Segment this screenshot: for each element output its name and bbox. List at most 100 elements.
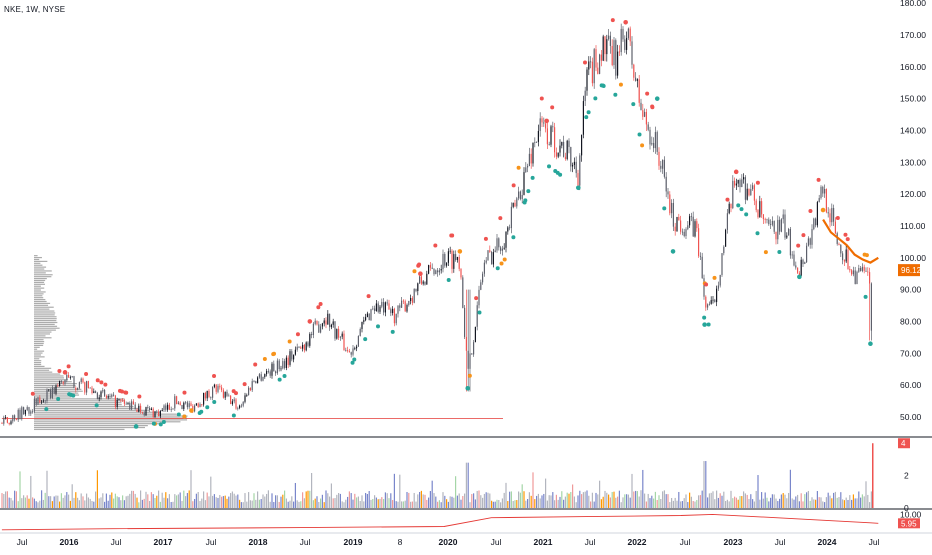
signal-dot-bottom <box>670 249 676 254</box>
candle-body <box>750 189 752 196</box>
signal-dot-top <box>84 371 89 376</box>
candle-body <box>586 69 588 91</box>
volume-bar <box>415 501 417 508</box>
candle-body <box>521 194 523 199</box>
profile-bar <box>34 417 187 419</box>
volume-bar <box>674 497 676 508</box>
candle-body <box>3 417 5 424</box>
candle-body <box>289 351 291 365</box>
candle-body <box>784 214 786 238</box>
volume-bar <box>869 502 871 508</box>
candle-body <box>726 213 728 230</box>
candle-body <box>611 45 613 66</box>
volume-bar <box>368 491 370 508</box>
profile-bar <box>34 276 52 278</box>
signal-dot-top <box>418 271 423 276</box>
volume-bar <box>327 493 329 508</box>
volume-bar <box>140 490 142 508</box>
volume-bar <box>392 500 394 508</box>
profile-bar <box>34 350 45 352</box>
volume-bar <box>537 493 539 508</box>
profile-bar <box>34 277 47 280</box>
volume-bar <box>793 499 795 508</box>
osc-tick-label: 10.00 <box>900 509 922 519</box>
candle-body <box>320 326 322 333</box>
volume-bar <box>320 498 322 508</box>
candle-body <box>57 385 59 387</box>
candle-body <box>557 152 559 157</box>
candle-body <box>685 229 687 237</box>
volume-bar <box>631 473 633 508</box>
candle-body <box>231 401 233 405</box>
volume-last-label: 4 <box>901 439 906 448</box>
candle-body <box>372 308 374 310</box>
candle-body <box>116 399 118 407</box>
time-tick-label: 2016 <box>60 537 79 547</box>
volume-bar <box>221 496 223 508</box>
volume-bar <box>568 493 570 508</box>
volume-bar <box>26 495 28 508</box>
profile-bar <box>34 306 54 308</box>
volume-bar <box>671 497 673 508</box>
volume-bar <box>264 496 266 508</box>
volume-bar <box>348 491 350 508</box>
candle-body <box>460 268 462 278</box>
volume-bar <box>73 497 75 508</box>
signal-dot-bottom <box>363 337 368 342</box>
signal-dot-top <box>95 378 100 383</box>
candle-body <box>809 238 811 245</box>
last-price-tag <box>898 264 920 277</box>
volume-bar <box>739 496 741 508</box>
price-tick-label: 80.00 <box>900 316 922 326</box>
volume-bar <box>784 494 786 508</box>
candle-body <box>734 180 736 186</box>
candle-body <box>50 389 52 398</box>
volume-bar <box>825 497 827 508</box>
candle-body <box>824 189 826 194</box>
candle-body <box>24 409 26 415</box>
volume-bar <box>827 492 829 508</box>
price-tick-label: 60.00 <box>900 380 922 390</box>
signal-dot-bottom <box>868 341 873 347</box>
candle-body <box>132 401 134 405</box>
volume-bar <box>262 494 264 508</box>
volume-bar <box>507 501 509 508</box>
volume-bar <box>746 494 748 508</box>
candle-body <box>566 140 568 159</box>
volume-bar <box>93 501 95 508</box>
volume-bar <box>496 499 498 508</box>
candle-body <box>527 165 529 168</box>
candle-body <box>743 177 745 180</box>
candle-body <box>786 235 788 238</box>
candle-body <box>53 387 55 394</box>
volume-bar <box>433 493 435 508</box>
volume-bar <box>249 500 251 508</box>
volume-bar <box>258 499 260 508</box>
volume-bar <box>766 497 768 508</box>
candle-body <box>546 128 548 145</box>
candle-body <box>705 296 707 308</box>
volume-bar <box>649 498 651 508</box>
candle-body <box>804 262 806 264</box>
candle-body <box>746 188 748 200</box>
symbol-label[interactable]: NKE, 1W, NYSE <box>4 5 66 14</box>
volume-bar <box>546 500 548 508</box>
volume-bar <box>3 494 5 508</box>
volume-bar <box>186 493 188 508</box>
candle-body <box>518 191 520 199</box>
candle-body <box>744 177 746 200</box>
volume-bar <box>309 490 311 508</box>
volume-bar <box>640 490 642 508</box>
profile-bar <box>34 279 46 282</box>
profile-bar <box>34 354 41 356</box>
signal-dot-top <box>212 374 217 379</box>
candles <box>1 23 872 426</box>
candle-body <box>665 176 667 192</box>
candle-body <box>692 216 694 237</box>
candle-body <box>363 320 365 322</box>
volume-bar <box>744 493 746 508</box>
volume-bar <box>599 480 601 508</box>
candle-body <box>516 198 518 207</box>
volume-bar <box>503 492 505 508</box>
